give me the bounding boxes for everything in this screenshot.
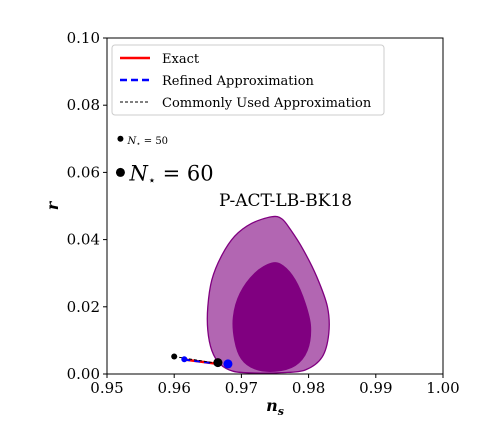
x-tick-label: 0.98 — [292, 379, 325, 397]
x-tick-label: 0.96 — [157, 379, 190, 397]
y-tick-label: 0.10 — [67, 29, 100, 47]
marker-key-label-50-main: N — [126, 136, 137, 147]
data-marker-2 — [213, 358, 223, 368]
series-line-1 — [184, 358, 219, 365]
data-marker-3 — [223, 359, 233, 369]
x-tick-label: 0.95 — [90, 379, 123, 397]
y-tick-label: 0.08 — [67, 96, 100, 114]
y-tick-label: 0.04 — [67, 231, 100, 249]
x-tick-label: 0.97 — [225, 379, 258, 397]
plot-area — [171, 215, 330, 374]
y-tick-label: 0.00 — [67, 365, 100, 383]
x-tick-label: 0.99 — [359, 379, 392, 397]
legend-label-exact: Exact — [162, 52, 200, 67]
legend-box — [111, 44, 385, 116]
y-tick-label: 0.06 — [67, 163, 100, 181]
x-tick-label: 1.00 — [426, 379, 459, 397]
series-line-2 — [174, 356, 215, 364]
x-axis-label-sub: s — [278, 405, 284, 418]
legend: Exact Refined Approximation Commonly Use… — [111, 44, 385, 116]
marker-key-label-60-suffix: = 60 — [156, 161, 214, 185]
data-marker-1 — [181, 356, 188, 363]
marker-key: N⋆ = 50 N⋆ = 60 — [115, 135, 214, 188]
y-axis-label: r — [43, 200, 62, 210]
y-tick-label: 0.02 — [67, 298, 100, 316]
axes: 0.95 0.96 0.97 0.98 0.99 1.00 0.00 0.02 0.04 0.06… — [67, 29, 460, 397]
legend-label-refined: Refined Approximation — [162, 74, 315, 89]
x-axis-label-main: n — [266, 396, 278, 415]
data-marker-0 — [171, 353, 178, 360]
marker-key-dot-50 — [117, 135, 124, 142]
marker-key-dot-60 — [115, 167, 125, 177]
plot-content — [171, 215, 330, 374]
contour-inner-region — [232, 262, 312, 372]
region-label: P-ACT-LB-BK18 — [219, 191, 352, 211]
marker-key-label-60-main: N — [128, 161, 148, 185]
marker-key-label-60: N⋆ = 60 — [128, 161, 213, 188]
marker-key-label-50-sub: ⋆ — [136, 140, 140, 148]
axes-frame — [106, 37, 444, 375]
marker-key-label-60-sub: ⋆ — [148, 173, 156, 188]
marker-key-label-50: N⋆ = 50 — [126, 136, 168, 148]
marker-key-label-50-suffix: = 50 — [141, 136, 168, 147]
legend-label-common: Commonly Used Approximation — [162, 96, 372, 111]
x-axis-label: ns — [266, 396, 284, 418]
